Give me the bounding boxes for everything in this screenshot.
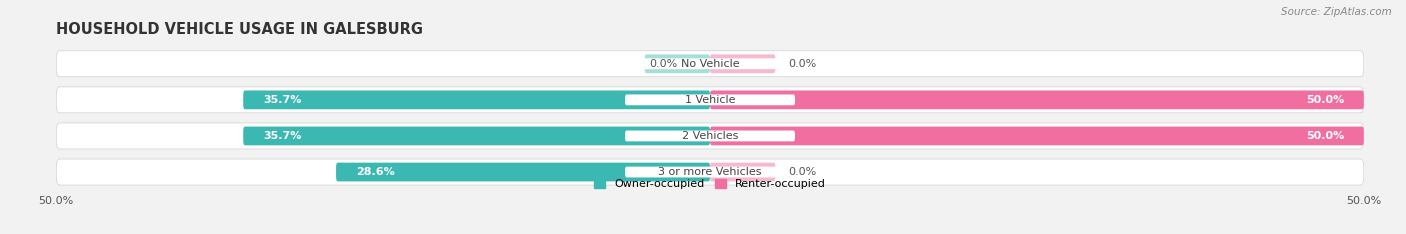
FancyBboxPatch shape: [626, 131, 794, 141]
FancyBboxPatch shape: [243, 127, 710, 145]
FancyBboxPatch shape: [626, 58, 794, 69]
FancyBboxPatch shape: [710, 127, 1364, 145]
Text: Source: ZipAtlas.com: Source: ZipAtlas.com: [1281, 7, 1392, 17]
FancyBboxPatch shape: [644, 54, 710, 73]
Text: 50.0%: 50.0%: [1306, 95, 1344, 105]
FancyBboxPatch shape: [626, 167, 794, 177]
Text: 0.0%: 0.0%: [650, 59, 678, 69]
Text: 3 or more Vehicles: 3 or more Vehicles: [658, 167, 762, 177]
FancyBboxPatch shape: [56, 123, 1364, 149]
Text: 35.7%: 35.7%: [263, 95, 301, 105]
FancyBboxPatch shape: [336, 163, 710, 181]
Text: No Vehicle: No Vehicle: [681, 59, 740, 69]
FancyBboxPatch shape: [626, 95, 794, 105]
Text: 0.0%: 0.0%: [789, 59, 817, 69]
Text: 35.7%: 35.7%: [263, 131, 301, 141]
Text: 28.6%: 28.6%: [356, 167, 395, 177]
FancyBboxPatch shape: [710, 91, 1364, 109]
Text: 50.0%: 50.0%: [1306, 131, 1344, 141]
FancyBboxPatch shape: [710, 54, 776, 73]
FancyBboxPatch shape: [56, 87, 1364, 113]
FancyBboxPatch shape: [56, 159, 1364, 185]
Legend: Owner-occupied, Renter-occupied: Owner-occupied, Renter-occupied: [589, 175, 831, 194]
FancyBboxPatch shape: [243, 91, 710, 109]
Text: 1 Vehicle: 1 Vehicle: [685, 95, 735, 105]
FancyBboxPatch shape: [710, 163, 776, 181]
Text: HOUSEHOLD VEHICLE USAGE IN GALESBURG: HOUSEHOLD VEHICLE USAGE IN GALESBURG: [56, 22, 423, 37]
FancyBboxPatch shape: [56, 51, 1364, 77]
Text: 0.0%: 0.0%: [789, 167, 817, 177]
Text: 2 Vehicles: 2 Vehicles: [682, 131, 738, 141]
